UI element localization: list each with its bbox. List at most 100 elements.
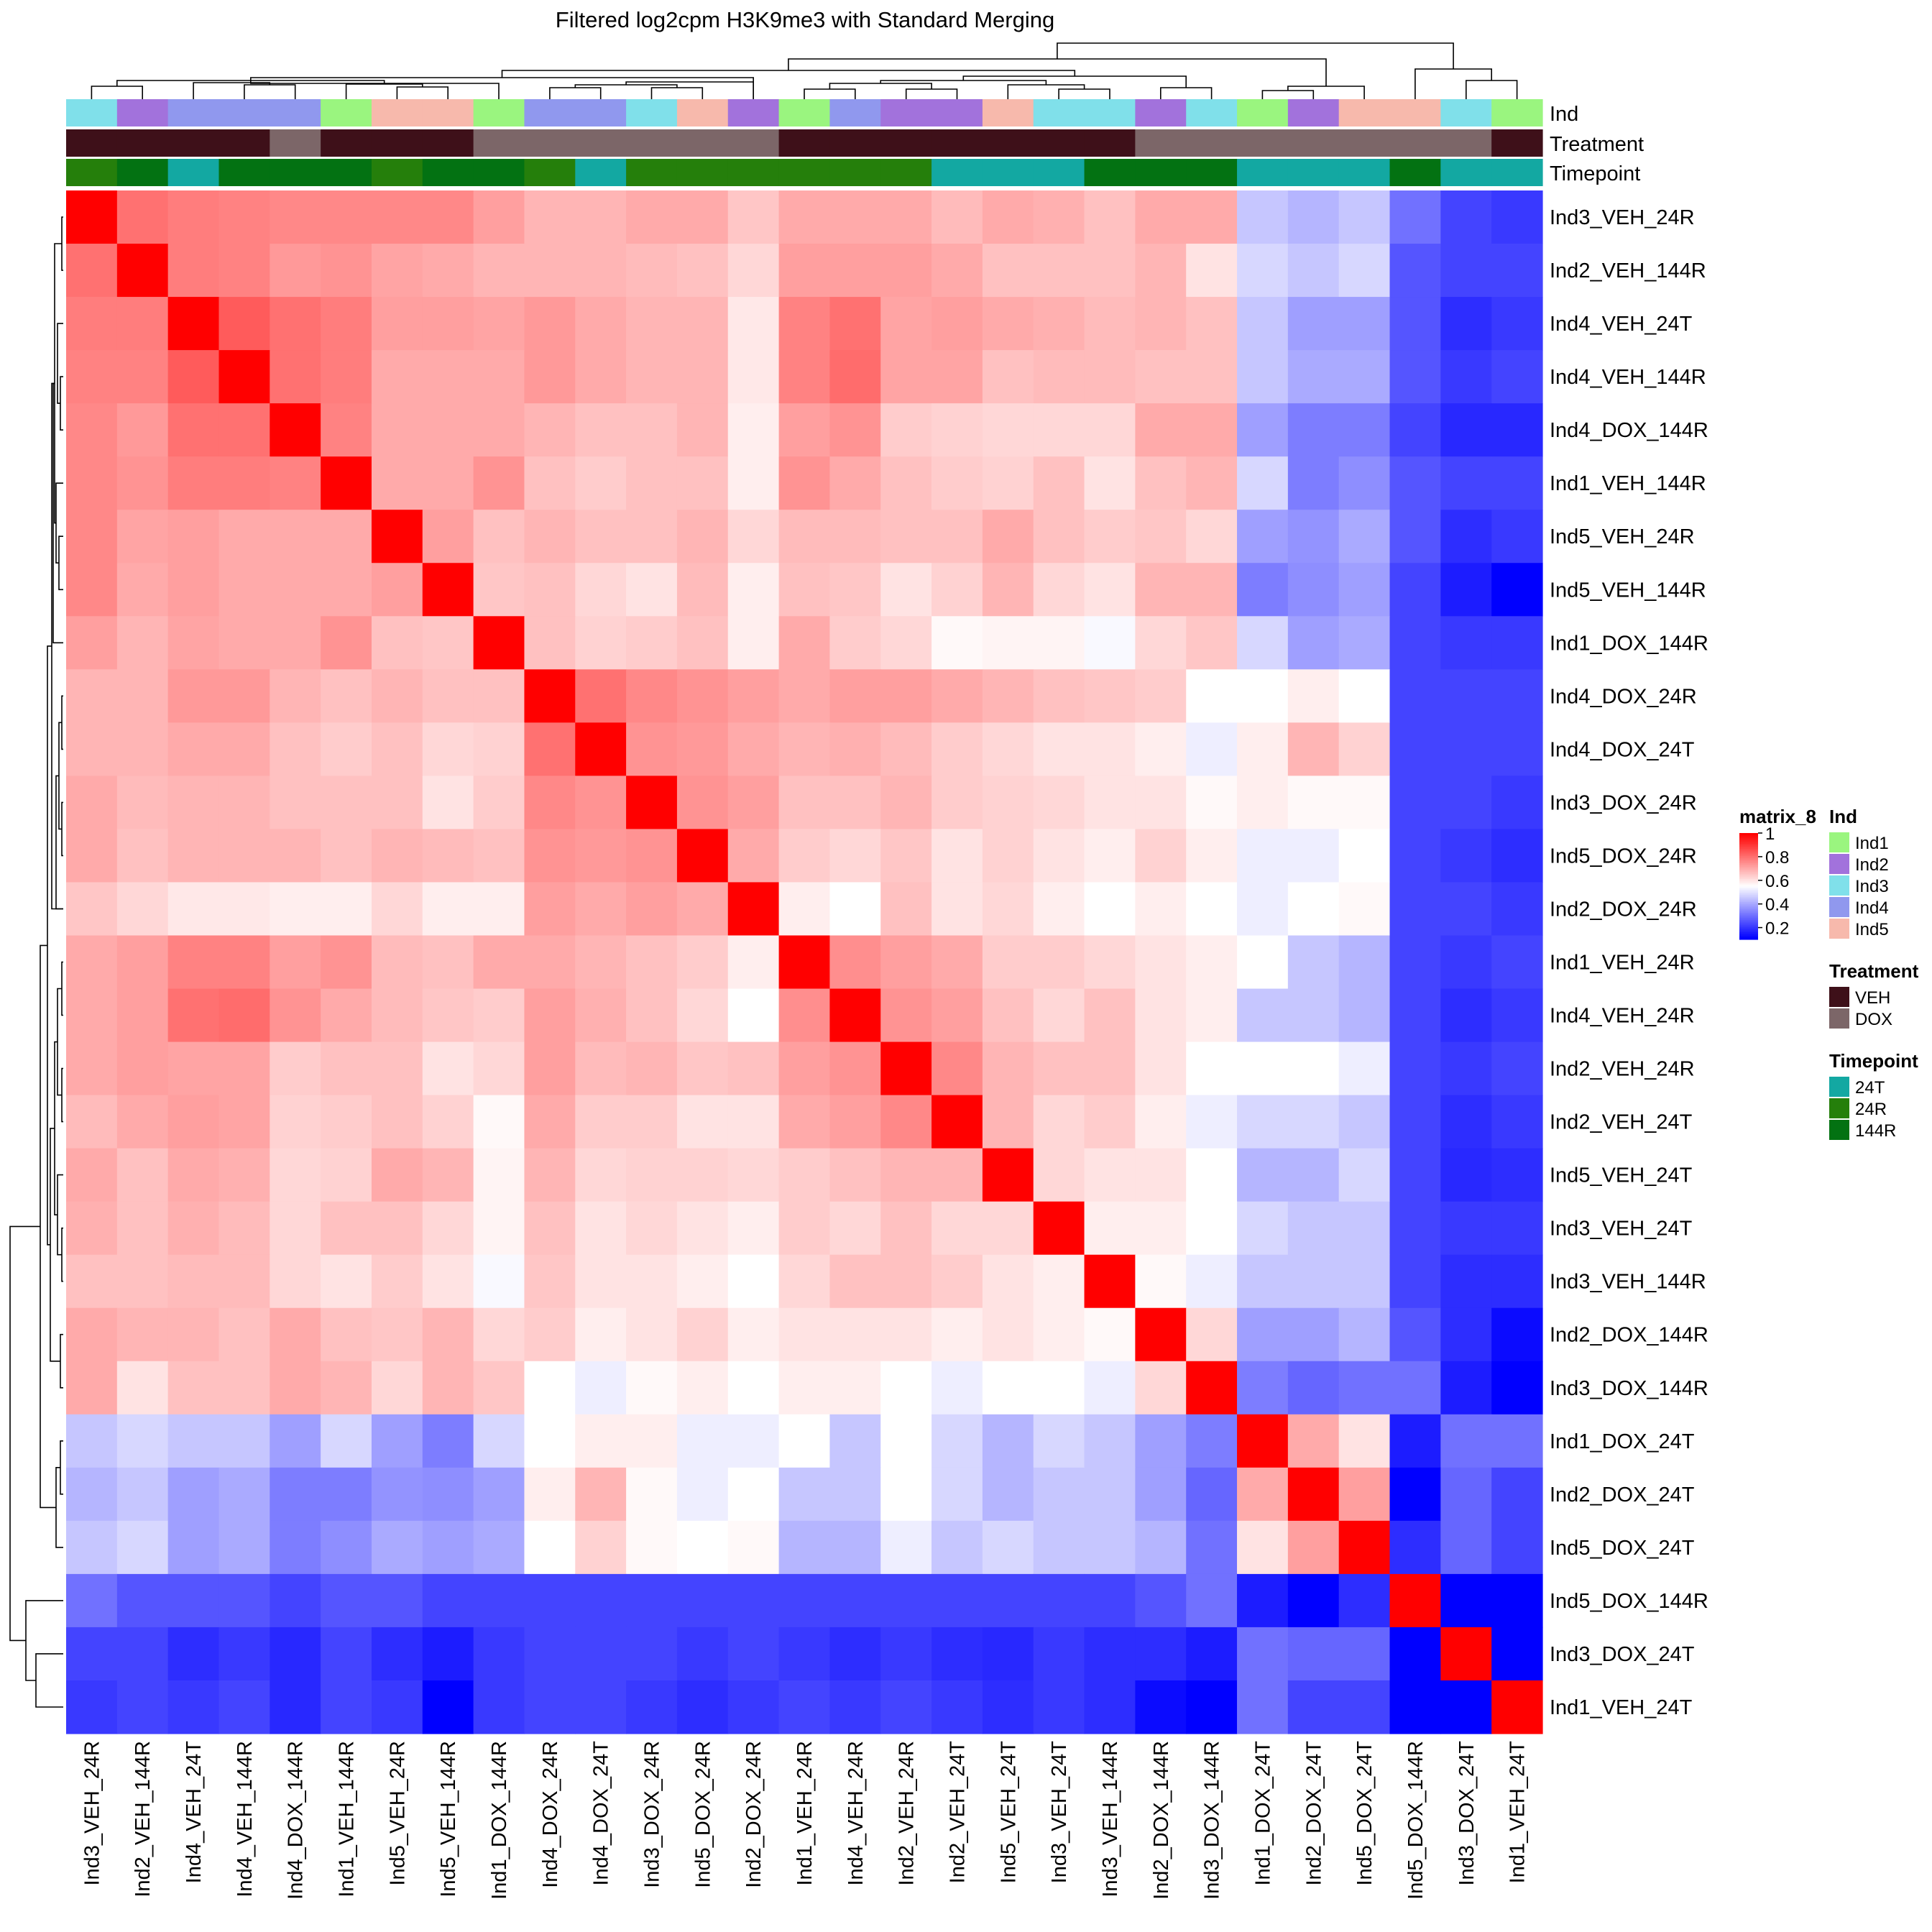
heatmap-cell [575, 935, 627, 990]
heatmap-cell [270, 1307, 321, 1362]
heatmap-cell [1186, 1467, 1238, 1522]
annotation-label: Timepoint [1550, 162, 1640, 185]
heatmap-cell [932, 1148, 983, 1202]
heatmap-cell [1033, 882, 1085, 937]
heatmap-cell [1084, 403, 1136, 457]
annotation-cell-treatment [270, 129, 321, 157]
heatmap-cell [575, 1095, 627, 1149]
dendrogram-branch [61, 961, 63, 1016]
heatmap-cell [1338, 1254, 1391, 1309]
heatmap-cell [167, 403, 220, 457]
column-label: Ind3_VEH_24R [80, 1741, 104, 1886]
heatmap-cell [473, 510, 525, 564]
column-label: Ind2_VEH_24T [947, 1741, 970, 1884]
heatmap-cell [1389, 1148, 1441, 1202]
heatmap-cell [829, 722, 881, 776]
heatmap-cell [829, 456, 881, 510]
heatmap-cell [1135, 1414, 1187, 1468]
heatmap-cell [575, 669, 627, 723]
heatmap-cell [218, 1573, 270, 1628]
heatmap-cell [270, 563, 321, 617]
legend-group-title: Treatment [1829, 960, 1919, 982]
heatmap-cell [66, 244, 118, 298]
heatmap-cell [575, 1627, 627, 1681]
heatmap-cell [473, 616, 525, 670]
heatmap-cell [371, 456, 423, 510]
heatmap-cell [727, 1467, 780, 1522]
heatmap-cell [982, 882, 1034, 937]
heatmap-cell [575, 1254, 627, 1309]
heatmap-cell [422, 1148, 474, 1202]
heatmap-cell [1084, 1467, 1136, 1522]
annotation-cell-ind [778, 99, 831, 126]
heatmap-cell [218, 669, 270, 723]
heatmap-cell [626, 456, 678, 510]
annotation-cell-timepoint [1491, 159, 1543, 186]
heatmap-cell [422, 1414, 474, 1468]
annotation-cell-ind [321, 99, 372, 126]
heatmap-cell [1338, 776, 1391, 830]
heatmap-cell [575, 776, 627, 830]
heatmap-cell [167, 297, 220, 351]
heatmap-cell [1033, 510, 1085, 564]
heatmap-cell [1186, 456, 1238, 510]
heatmap-cell [778, 403, 831, 457]
heatmap-cell [575, 350, 627, 404]
heatmap-cell [270, 616, 321, 670]
row-label: Ind4_VEH_144R [1550, 366, 1706, 389]
heatmap-cell [676, 244, 729, 298]
heatmap-cell [727, 1254, 780, 1309]
heatmap-cell [167, 1361, 220, 1415]
heatmap-cell [66, 882, 118, 937]
heatmap-cell [473, 1520, 525, 1575]
heatmap-cell [1186, 1041, 1238, 1096]
heatmap-cell [626, 510, 678, 564]
heatmap-cell [1237, 403, 1289, 457]
heatmap-cell [422, 1361, 474, 1415]
heatmap-cell [270, 669, 321, 723]
heatmap-cell [880, 1361, 932, 1415]
legend-swatch [1829, 987, 1849, 1007]
heatmap-cell [626, 829, 678, 883]
annotation-cell-timepoint [473, 159, 525, 186]
heatmap-cell [829, 1148, 881, 1202]
heatmap-cell [218, 1627, 270, 1681]
heatmap-cell [473, 1201, 525, 1256]
annotation-cell-ind [1440, 99, 1492, 126]
heatmap-cell [66, 1414, 118, 1468]
annotation-cell-ind [676, 99, 729, 126]
heatmap-cell [727, 829, 780, 883]
heatmap-cell [1135, 1627, 1187, 1681]
heatmap-cell [1440, 456, 1492, 510]
annotation-cell-ind [829, 99, 881, 126]
scale-gradient-step [1739, 879, 1758, 882]
heatmap-cell [270, 722, 321, 776]
heatmap-cell [778, 882, 831, 937]
heatmap-cell [1186, 403, 1238, 457]
heatmap-cell [116, 190, 169, 244]
heatmap-cell [1491, 244, 1543, 298]
heatmap-cell [778, 1627, 831, 1681]
scale-gradient-step [1739, 862, 1758, 865]
heatmap-cell [321, 776, 372, 830]
row-label: Ind5_VEH_144R [1550, 579, 1706, 602]
heatmap-cell [982, 1627, 1034, 1681]
heatmap-cell [626, 776, 678, 830]
heatmap-cell [1135, 244, 1187, 298]
heatmap-cell [1389, 1680, 1441, 1734]
heatmap-cell [321, 1201, 372, 1256]
heatmap-cell [1287, 1520, 1340, 1575]
heatmap-cell [778, 1680, 831, 1734]
annotation-cell-treatment [880, 129, 932, 157]
heatmap-cell [982, 456, 1034, 510]
heatmap-cell [218, 1041, 270, 1096]
annotation-cell-ind [524, 99, 576, 126]
heatmap-cell [1287, 1680, 1340, 1734]
heatmap-cell [778, 1414, 831, 1468]
heatmap-cell [422, 403, 474, 457]
heatmap-cell [270, 1201, 321, 1256]
column-label: Ind2_DOX_144R [1150, 1741, 1173, 1900]
row-label: Ind3_DOX_24R [1550, 791, 1697, 814]
heatmap-cell [1186, 1627, 1238, 1681]
heatmap-cell [371, 350, 423, 404]
